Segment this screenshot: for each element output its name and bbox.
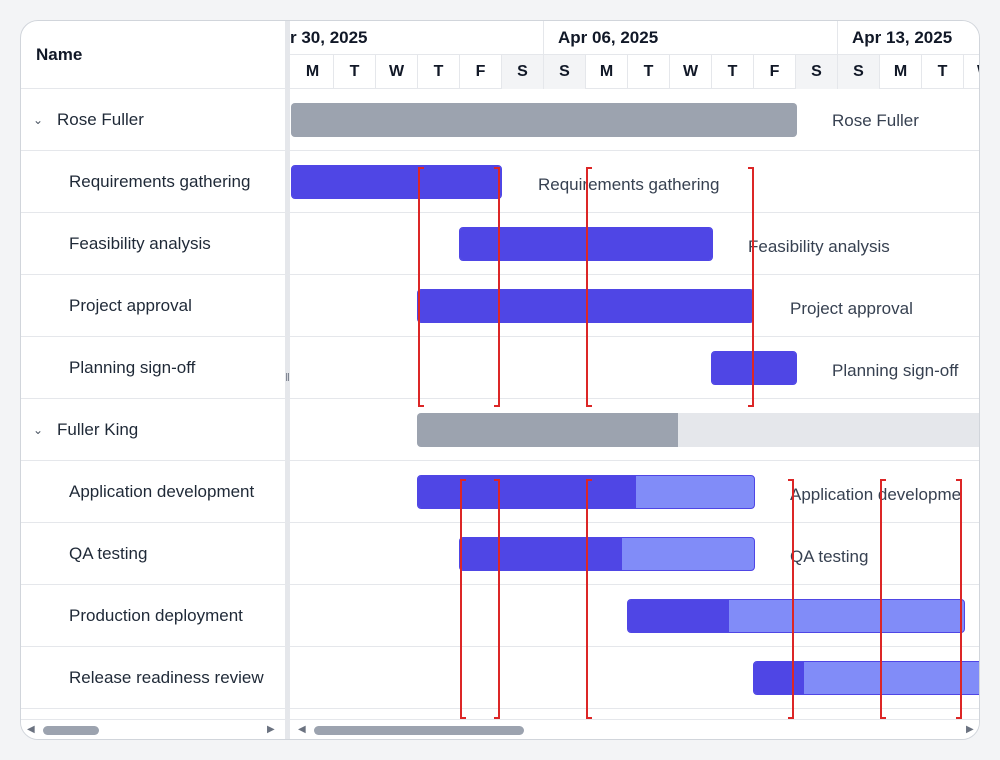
bar-label: Rose Fuller [832, 111, 919, 130]
bar-label: Project approval [790, 299, 913, 318]
day-header-cell: T [628, 55, 670, 89]
timeline-row: Application developme [290, 461, 979, 523]
day-header-cell: T [712, 55, 754, 89]
bar-label: Planning sign-off [832, 361, 959, 380]
scrollbar-thumb[interactable] [43, 726, 99, 735]
bar-label: QA testing [790, 547, 869, 566]
task-progress-fill [754, 662, 804, 694]
day-header-cell: S [544, 55, 586, 89]
scroll-right-arrow-icon[interactable]: ▶ [966, 724, 974, 735]
grid-horizontal-scrollbar[interactable]: ◀ ▶ [21, 719, 285, 739]
timeline-row: Rose Fuller [290, 89, 979, 151]
name-header-label: Name [36, 44, 83, 64]
summary-bar[interactable] [417, 413, 979, 447]
task-progress-fill [292, 166, 501, 198]
task-bar[interactable] [627, 599, 965, 633]
scroll-right-arrow-icon[interactable]: ▶ [267, 724, 275, 735]
timeline-row: Planning sign-off [290, 337, 979, 399]
pane-splitter[interactable]: ‖ [285, 21, 290, 739]
timeline-row: QA testing [290, 523, 979, 585]
splitter-grip-icon[interactable]: ‖ [285, 372, 290, 384]
task-progress-fill [712, 352, 796, 384]
day-header-cell: W [376, 55, 418, 89]
task-row-feasibility-analysis[interactable]: Feasibility analysis [21, 213, 285, 275]
bar-label: Requirements gathering [538, 175, 720, 194]
task-progress-fill [460, 228, 712, 260]
task-row-qa-testing[interactable]: QA testing [21, 523, 285, 585]
day-header-cell: T [922, 55, 964, 89]
task-row-fuller-king[interactable]: ⌄ Fuller King [21, 399, 285, 461]
task-name: Planning sign-off [69, 357, 196, 377]
day-header-cell: F [754, 55, 796, 89]
task-name: QA testing [69, 543, 148, 563]
scroll-left-arrow-icon[interactable]: ◀ [298, 724, 306, 735]
task-name: Project approval [69, 295, 192, 315]
task-progress-fill [418, 290, 753, 322]
task-bar[interactable] [417, 289, 754, 323]
task-name: Feasibility analysis [69, 233, 211, 253]
day-header-cell: M [292, 55, 334, 89]
day-header-cell: M [586, 55, 628, 89]
task-row-project-approval[interactable]: Project approval [21, 275, 285, 337]
task-row-planning-sign-off[interactable]: Planning sign-off [21, 337, 285, 399]
name-column-header[interactable]: Name [21, 21, 285, 89]
timeline-row: Feasibility analysis [290, 213, 979, 275]
summary-progress-fill [417, 413, 678, 447]
task-name: Application development [69, 481, 255, 501]
task-row-rose-fuller[interactable]: ⌄ Rose Fuller [21, 89, 285, 151]
bar-label: Feasibility analysis [748, 237, 890, 256]
summary-progress-fill [291, 103, 797, 137]
timeline-horizontal-scrollbar[interactable]: ◀ ▶ [290, 719, 979, 739]
day-header-cell: W [670, 55, 712, 89]
week-header-cell: Apr 06, 2025 [544, 21, 838, 55]
day-header-cell: S [502, 55, 544, 89]
timeline-pane: r 30, 2025 Apr 06, 2025 Apr 13, 2025 M T… [290, 21, 979, 739]
timeline-header: r 30, 2025 Apr 06, 2025 Apr 13, 2025 M T… [290, 21, 979, 89]
day-header-cell: S [838, 55, 880, 89]
task-bar[interactable] [291, 165, 502, 199]
task-bar[interactable] [711, 351, 797, 385]
chevron-down-icon[interactable]: ⌄ [33, 112, 44, 127]
task-name: Fuller King [57, 419, 139, 439]
summary-bar[interactable] [291, 103, 797, 137]
task-bar[interactable] [459, 537, 755, 571]
chevron-down-icon[interactable]: ⌄ [33, 422, 44, 437]
task-progress-fill [418, 476, 637, 508]
task-row-production-deployment[interactable]: Production deployment [21, 585, 285, 647]
task-grid: Name ⌄ Rose Fuller Requirements gatherin… [21, 21, 285, 739]
day-header-cell: W [964, 55, 979, 89]
scroll-left-arrow-icon[interactable]: ◀ [27, 724, 35, 735]
day-header-cell: T [418, 55, 460, 89]
task-bar[interactable] [459, 227, 713, 261]
day-header-cell: F [460, 55, 502, 89]
timeline-row [290, 647, 979, 709]
task-name: Production deployment [69, 605, 243, 625]
gantt-chart: Name ⌄ Rose Fuller Requirements gatherin… [20, 20, 980, 740]
timeline-row [290, 399, 979, 461]
task-row-release-readiness-review[interactable]: Release readiness review [21, 647, 285, 709]
task-bar[interactable] [753, 661, 979, 695]
task-row-requirements-gathering[interactable]: Requirements gathering [21, 151, 285, 213]
task-name: Requirements gathering [69, 171, 251, 191]
task-bar[interactable] [417, 475, 755, 509]
task-progress-fill [460, 538, 622, 570]
week-header-cell: r 30, 2025 [290, 21, 544, 55]
day-header-cell: M [880, 55, 922, 89]
task-name: Release readiness review [69, 667, 264, 687]
task-name: Rose Fuller [57, 109, 144, 129]
task-row-application-development[interactable]: Application development [21, 461, 285, 523]
week-header-cell: Apr 13, 2025 [838, 21, 979, 55]
bar-label: Application developme [790, 485, 962, 504]
scrollbar-thumb[interactable] [314, 726, 524, 735]
day-header-cell: S [796, 55, 838, 89]
timeline-row: Requirements gathering [290, 151, 979, 213]
task-progress-fill [628, 600, 729, 632]
timeline-row [290, 585, 979, 647]
timeline-row: Project approval [290, 275, 979, 337]
day-header-cell: T [334, 55, 376, 89]
